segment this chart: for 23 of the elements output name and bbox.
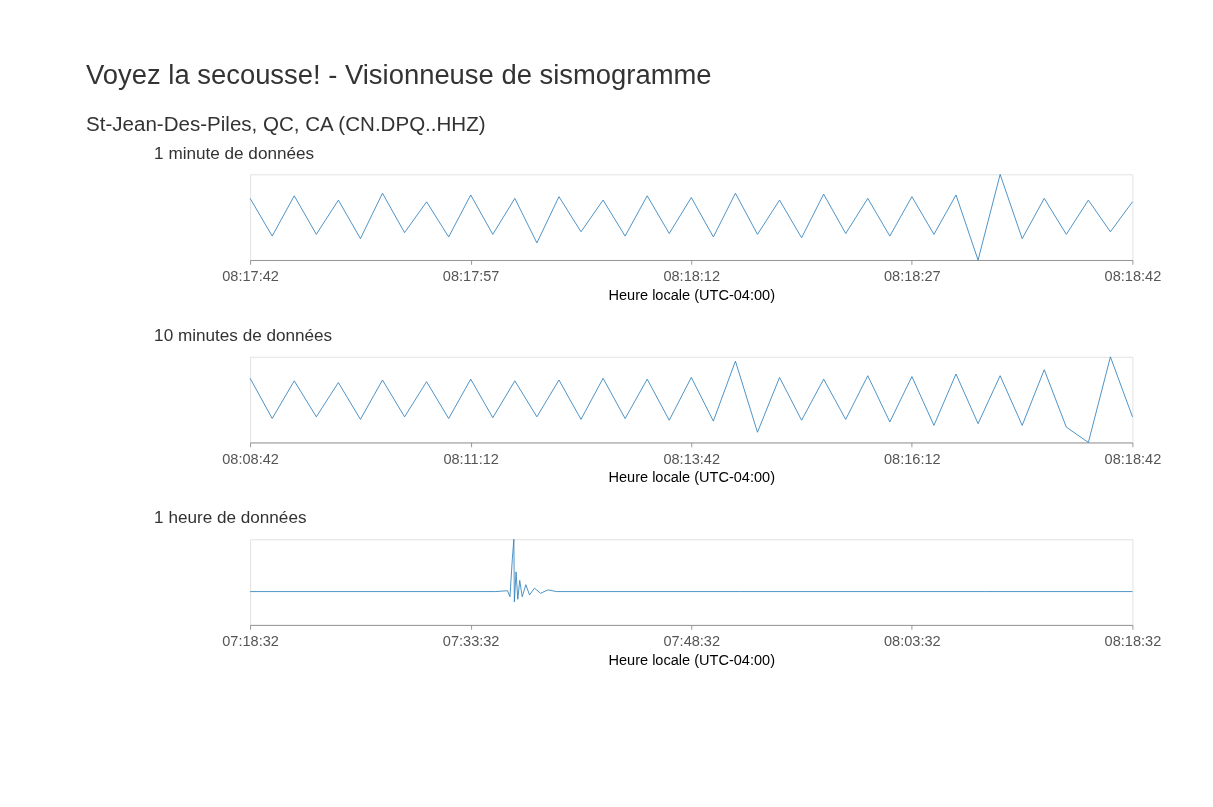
x-tick-label: 08:16:12 bbox=[884, 450, 941, 467]
x-axis-title: Heure locale (UTC-04:00) bbox=[608, 286, 776, 303]
x-tick-label: 08:18:42 bbox=[1104, 450, 1162, 467]
x-tick-label: 08:08:42 bbox=[222, 450, 279, 467]
x-tick-label: 08:18:42 bbox=[1104, 268, 1162, 285]
x-tick-label: 08:11:12 bbox=[443, 450, 499, 467]
x-tick-label: 08:18:32 bbox=[1104, 632, 1162, 649]
x-tick-label: 08:17:42 bbox=[222, 268, 279, 285]
chart-title: 1 minute de données bbox=[154, 142, 315, 163]
x-tick-label: 08:18:27 bbox=[884, 268, 941, 285]
x-tick-label: 08:18:12 bbox=[663, 268, 721, 285]
chart-title: 1 heure de données bbox=[154, 507, 307, 528]
x-axis-title: Heure locale (UTC-04:00) bbox=[608, 651, 776, 668]
x-tick-label: 07:18:32 bbox=[222, 632, 279, 649]
x-tick-label: 07:48:32 bbox=[663, 632, 721, 649]
text: St-Jean-Des-Piles, QC, CA (CN.DPQ..HHZ) bbox=[86, 111, 486, 135]
text: Voyez la secousse! - Visionneuse de sismogramme bbox=[86, 59, 712, 91]
x-tick-label: 07:33:32 bbox=[442, 632, 500, 649]
chart-title: 10 minutes de données bbox=[154, 325, 333, 346]
x-tick-label: 08:13:42 bbox=[663, 450, 721, 467]
x-tick-label: 08:03:32 bbox=[884, 632, 941, 649]
x-axis-title: Heure locale (UTC-04:00) bbox=[608, 469, 776, 486]
x-tick-label: 08:17:57 bbox=[442, 268, 500, 285]
